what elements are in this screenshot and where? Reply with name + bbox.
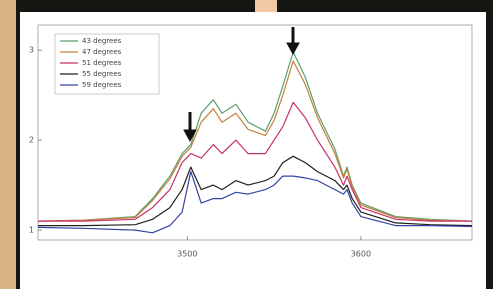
side-strip — [0, 0, 16, 289]
x-tick-label: 3600 — [351, 250, 371, 259]
legend-label: 43 degrees — [82, 37, 122, 45]
legend-label: 59 degrees — [82, 81, 122, 89]
legend-label: 51 degrees — [82, 59, 122, 67]
page: {"chart_data": {"type": "line", "x": [34… — [0, 0, 493, 289]
y-tick-label: 2 — [29, 136, 34, 145]
y-tick-label: 3 — [29, 46, 34, 55]
y-tick-label: 1 — [29, 226, 34, 235]
x-tick-label: 3500 — [177, 250, 197, 259]
chart: 1 2 3 3500 3600 43 degrees 47 degrees 51 degre… — [0, 0, 493, 289]
legend-label: 47 degrees — [82, 48, 122, 56]
top-patch — [255, 0, 277, 12]
legend-label: 55 degrees — [82, 70, 122, 78]
